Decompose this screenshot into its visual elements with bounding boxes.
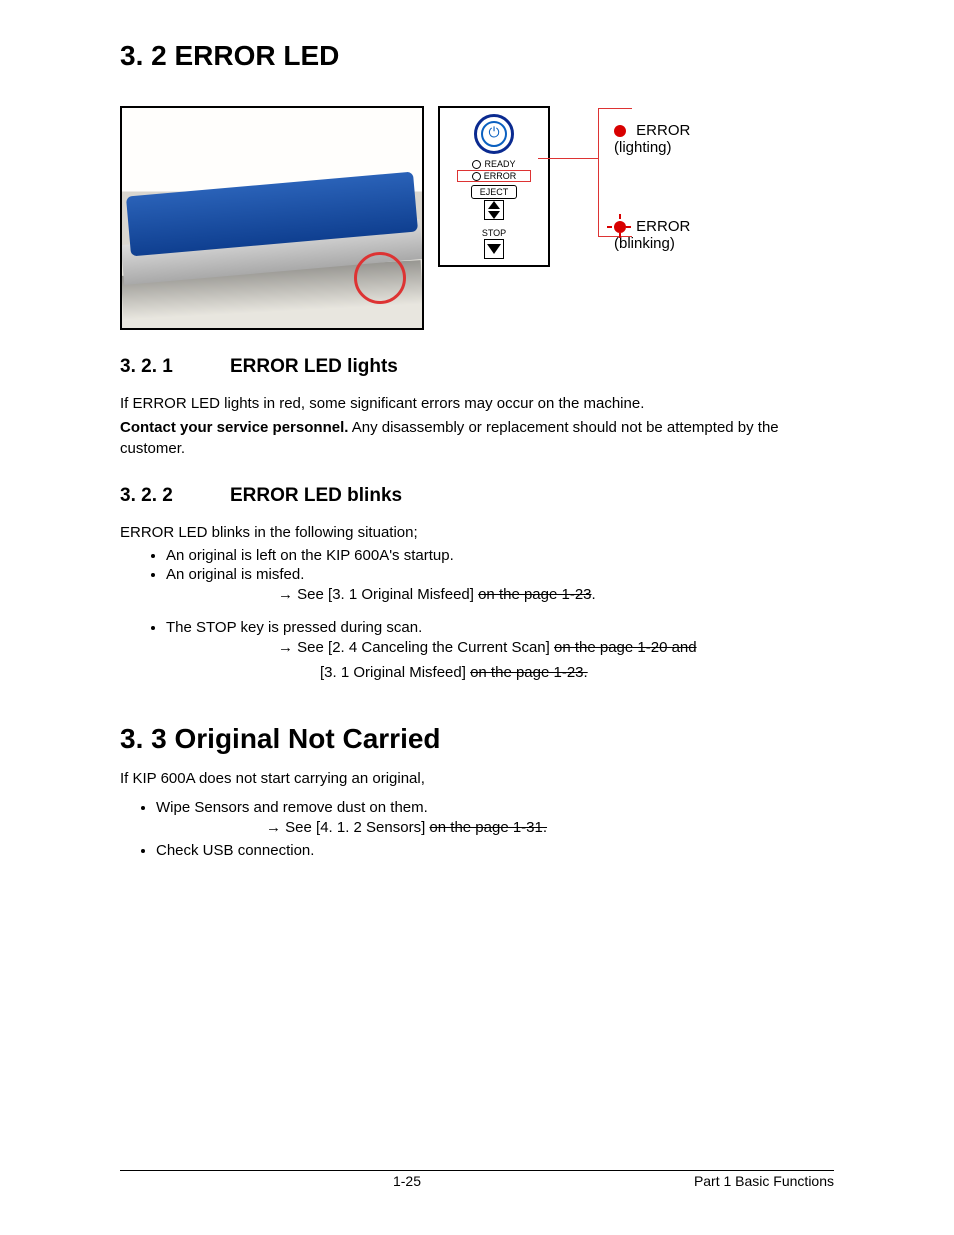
- para-322-lead: ERROR LED blinks in the following situat…: [120, 523, 834, 543]
- page-footer: 1-25 Part 1 Basic Functions: [120, 1170, 834, 1189]
- eject-arrows-icon: [484, 200, 504, 220]
- heading-3-3: 3. 3 Original Not Carried: [120, 723, 834, 755]
- footer-part-label: Part 1 Basic Functions: [694, 1173, 834, 1189]
- heading-3-2: 3. 2 ERROR LED: [120, 40, 834, 72]
- para-321-b: Contact your service personnel. Any disa…: [120, 418, 834, 459]
- led-blinking-icon: [614, 221, 626, 233]
- footer-page-number: 1-25: [393, 1173, 421, 1189]
- led-solid-icon: [614, 125, 626, 137]
- legend-error-blinking: ERROR (blinking): [614, 218, 690, 252]
- stop-icon: [484, 239, 504, 259]
- list-item: Check USB connection.: [156, 842, 834, 859]
- ready-led-icon: [472, 160, 481, 169]
- error-led-icon: [472, 172, 481, 181]
- list-item: The STOP key is pressed during scan.: [166, 619, 834, 636]
- panel-highlight-circle: [354, 252, 406, 304]
- scanner-photo: [120, 106, 424, 330]
- legend-error-lighting: ERROR (lighting): [614, 122, 690, 156]
- heading-3-2-1: 3. 2. 1ERROR LED lights: [120, 356, 834, 378]
- ref-322-2a: → See [3. 1 Original Misfeed] on the pag…: [278, 585, 834, 605]
- ref-322-3b: [3. 1 Original Misfeed] on the page 1-23…: [320, 663, 834, 683]
- list-item: An original is left on the KIP 600A's st…: [166, 547, 834, 564]
- list-item: An original is misfed.: [166, 566, 834, 583]
- list-322b: The STOP key is pressed during scan.: [166, 619, 834, 636]
- ready-label: READY: [484, 159, 515, 169]
- eject-button-label: EJECT: [471, 185, 518, 199]
- list-item: Wipe Sensors and remove dust on them.: [156, 799, 834, 816]
- ref-322-3a: → See [2. 4 Canceling the Current Scan] …: [278, 638, 834, 658]
- heading-3-2-2: 3. 2. 2ERROR LED blinks: [120, 485, 834, 507]
- stop-button-label: STOP: [482, 228, 506, 238]
- list-322: An original is left on the KIP 600A's st…: [166, 547, 834, 583]
- para-321-a: If ERROR LED lights in red, some signifi…: [120, 394, 834, 414]
- control-panel-diagram: ⏻ READY ERROR EJECT STOP: [438, 106, 834, 267]
- figure-row: ⏻ READY ERROR EJECT STOP: [120, 106, 834, 330]
- para-33-lead: If KIP 600A does not start carrying an o…: [120, 769, 834, 789]
- list-33b: Check USB connection.: [156, 842, 834, 859]
- power-button-icon: ⏻: [474, 114, 514, 154]
- error-label: ERROR: [484, 171, 517, 181]
- list-33: Wipe Sensors and remove dust on them.: [156, 799, 834, 816]
- ref-33-1a: → See [4. 1. 2 Sensors] on the page 1-31…: [266, 818, 834, 838]
